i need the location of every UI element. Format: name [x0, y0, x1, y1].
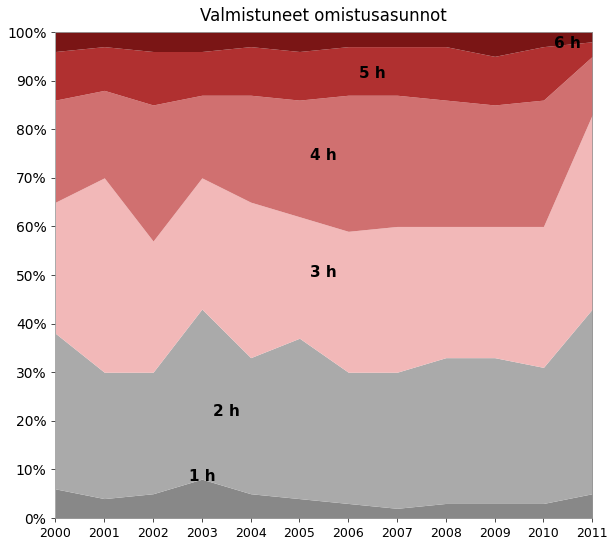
- Text: 2 h: 2 h: [213, 404, 240, 418]
- Text: 3 h: 3 h: [311, 265, 337, 280]
- Text: 4 h: 4 h: [311, 148, 337, 164]
- Text: 6 h: 6 h: [554, 36, 581, 51]
- Text: 1 h: 1 h: [189, 469, 215, 484]
- Text: 5 h: 5 h: [359, 66, 386, 81]
- Title: Valmistuneet omistusasunnot: Valmistuneet omistusasunnot: [200, 7, 447, 25]
